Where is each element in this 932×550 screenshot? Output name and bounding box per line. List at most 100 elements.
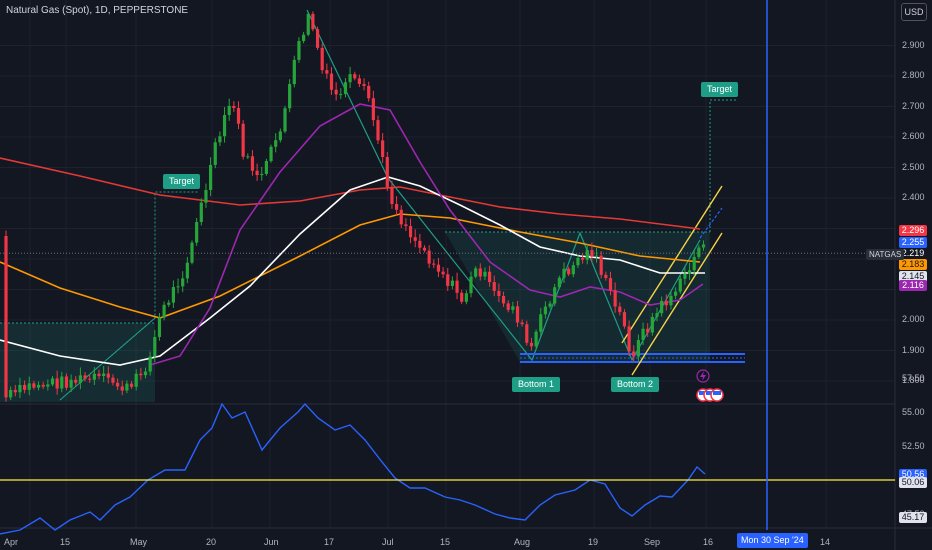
candle-body: [539, 314, 543, 332]
channel-lower: [631, 232, 723, 376]
date-label: 15: [440, 537, 451, 547]
candle-body: [343, 82, 348, 95]
candle-body: [50, 378, 55, 385]
date-label: 15: [60, 537, 71, 547]
candle-body: [9, 389, 13, 398]
currency-button[interactable]: USD: [901, 3, 927, 21]
candle-body: [260, 173, 264, 176]
price-tick: 2.700: [902, 100, 925, 111]
target-path-left: [59, 191, 198, 401]
candle-body: [222, 115, 227, 137]
candle-body: [116, 382, 120, 387]
candle-body: [613, 290, 617, 307]
price-tick: 2.800: [902, 70, 925, 80]
date-label: 14: [820, 537, 831, 547]
candle-body: [167, 302, 171, 305]
candle-body: [283, 108, 287, 132]
bottom-1-label[interactable]: Bottom 1: [512, 377, 561, 392]
candle-body: [446, 274, 450, 286]
rsi-tick: 55.00: [902, 406, 925, 417]
candle-body: [557, 277, 561, 288]
candle-body: [32, 383, 36, 388]
price-badge: 2.183: [899, 259, 927, 271]
price-tick: 2.900: [902, 39, 925, 50]
candle-body: [311, 13, 315, 30]
candle-body: [432, 263, 436, 265]
candle-body: [520, 322, 524, 325]
candle-body: [515, 306, 520, 323]
candle-body: [543, 306, 547, 315]
candle-body: [464, 293, 468, 302]
candle-body: [506, 303, 510, 310]
price-tick: 1.900: [902, 344, 925, 355]
candle-body: [585, 250, 589, 260]
candle-body: [492, 282, 496, 291]
candle-body: [209, 164, 213, 191]
projection-line: [699, 207, 723, 239]
event-markers[interactable]: [695, 369, 725, 405]
candle-body: [436, 264, 441, 272]
candle-body: [315, 29, 320, 48]
candle-body: [581, 257, 585, 260]
candle-body: [325, 70, 329, 74]
candle-body: [553, 287, 557, 304]
candle-body: [204, 190, 208, 203]
candle-body: [111, 377, 115, 383]
candle-body: [171, 287, 175, 303]
candle-body: [390, 186, 394, 204]
candle-body: [664, 300, 668, 306]
date-label: 17: [324, 537, 335, 547]
candle-body: [404, 224, 408, 227]
us-flag-icon[interactable]: [696, 388, 724, 402]
candle-body: [594, 255, 599, 257]
candle-body: [18, 384, 22, 393]
price-badge: 2.116: [899, 279, 927, 291]
candle-body: [408, 226, 413, 238]
candle-body: [329, 73, 334, 90]
candle-body: [213, 142, 217, 165]
rsi-badge: 50.06: [899, 477, 927, 488]
candle-body: [441, 271, 445, 275]
lightning-icon[interactable]: [696, 369, 710, 383]
price-tick: 2.600: [902, 131, 925, 141]
ma-orange-line: [0, 213, 701, 319]
candle-body: [125, 383, 129, 391]
candle-body: [120, 386, 124, 391]
candle-body: [13, 389, 17, 393]
candle-body: [46, 384, 50, 387]
target-label-left[interactable]: Target: [163, 174, 201, 189]
candle-body: [288, 84, 292, 109]
candle-body: [650, 316, 654, 333]
candle-body: [97, 373, 101, 377]
candle-body: [339, 94, 343, 96]
candle-body: [129, 383, 134, 387]
candle-body: [236, 108, 241, 124]
bottom-2-label[interactable]: Bottom 2: [611, 377, 660, 392]
candle-body: [576, 257, 580, 266]
candle-body: [134, 373, 138, 387]
candle-body: [534, 331, 538, 347]
candle-body: [474, 268, 478, 277]
candle-body: [148, 356, 152, 372]
date-label: 20: [206, 537, 217, 547]
candle-body: [562, 268, 566, 278]
candle-body: [74, 379, 78, 383]
candle-body: [250, 156, 255, 171]
candle-body: [227, 105, 231, 116]
candle-body: [64, 376, 69, 388]
candle-body: [422, 247, 427, 251]
candle-body: [385, 157, 389, 187]
target-label-right[interactable]: Target: [701, 82, 739, 97]
candle-body: [4, 236, 8, 398]
date-label: Jun: [264, 537, 279, 547]
rsi-panel: [0, 402, 895, 535]
candle-body: [381, 140, 385, 158]
candle-body: [302, 34, 306, 42]
cursor-date-label: Mon 30 Sep '24: [737, 533, 808, 548]
ma-purple-line: [149, 103, 704, 366]
price-badge: 2.296: [899, 224, 927, 236]
candle-body: [376, 120, 380, 141]
channel-upper: [621, 185, 723, 344]
